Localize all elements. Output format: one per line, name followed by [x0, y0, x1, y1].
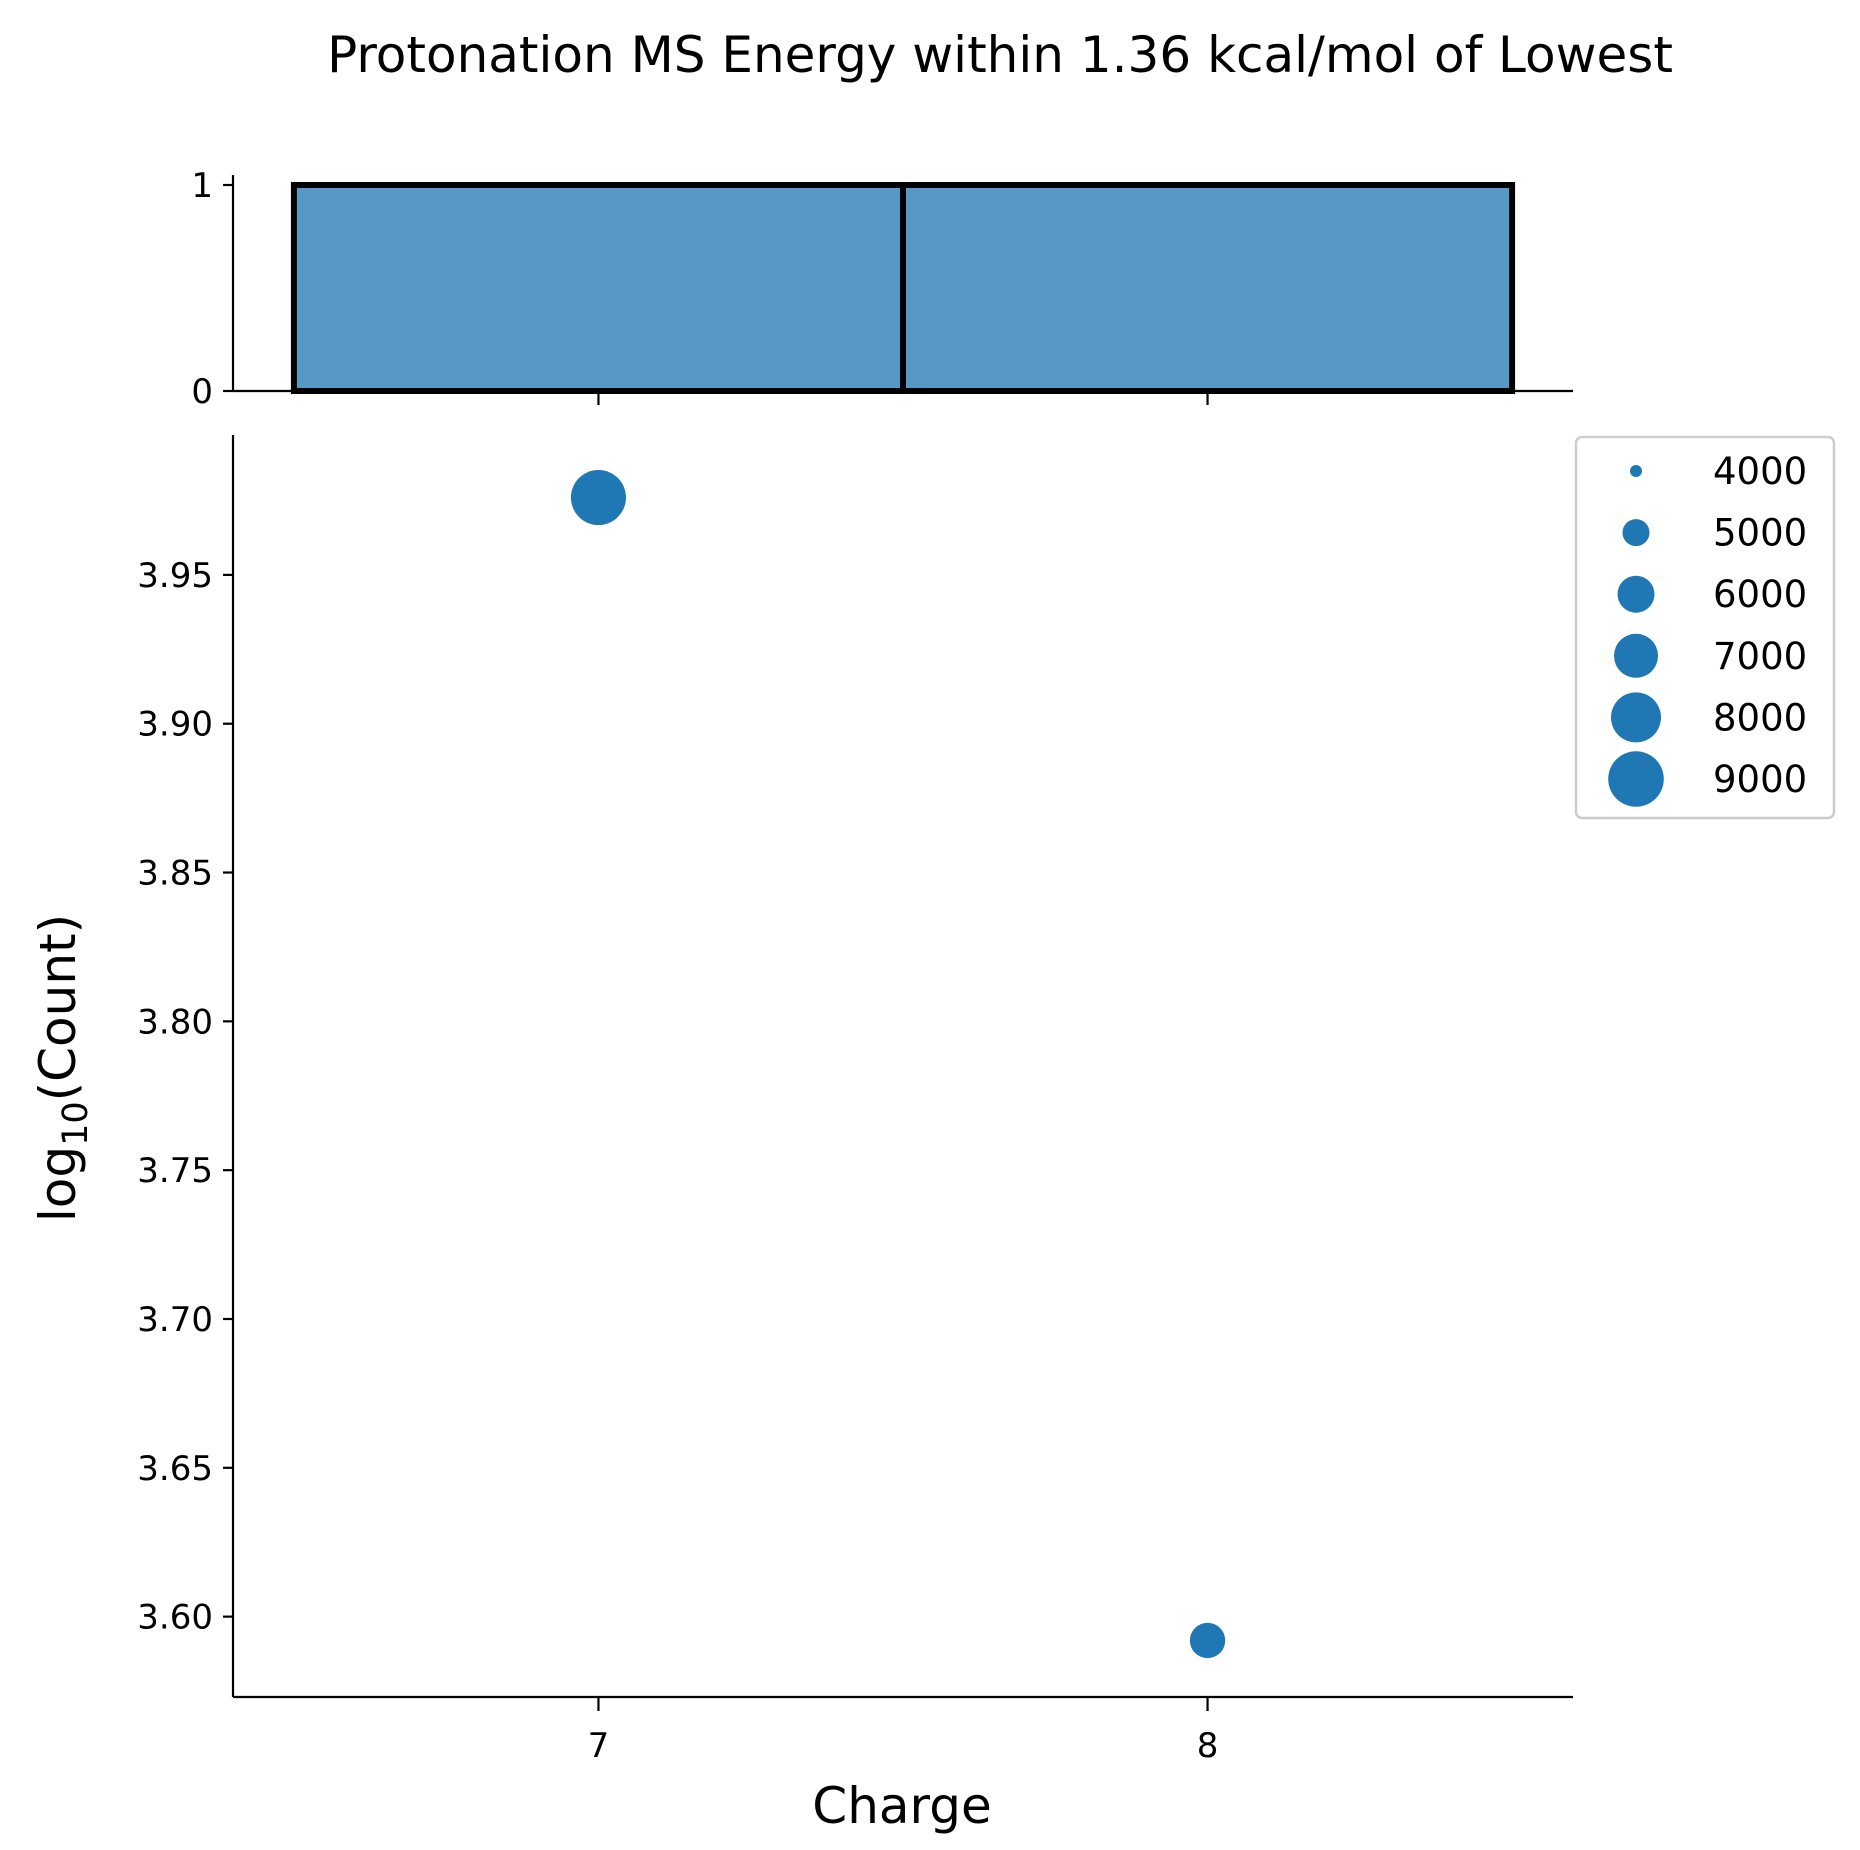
legend-label-7000: 7000: [1713, 635, 1807, 678]
y-tick-label: 3.80: [137, 1002, 213, 1042]
size-legend: 4000 5000 6000 7000 8000 9000: [1574, 435, 1836, 820]
legend-marker-7000: [1614, 633, 1658, 678]
x-axis-label: Charge: [812, 1777, 991, 1835]
legend-marker-5000: [1622, 519, 1650, 547]
scatter-point: [570, 469, 626, 526]
legend-marker-6000: [1617, 575, 1655, 613]
y-axis-label-subscript: 10: [56, 1101, 96, 1146]
marginal-histogram: 01: [191, 166, 1573, 412]
y-axis-label-base: log: [29, 1146, 87, 1222]
legend-label-9000: 9000: [1713, 758, 1807, 801]
x-tick-label: 7: [588, 1726, 610, 1766]
histogram-y-tick-label: 0: [191, 372, 213, 412]
legend-label-4000: 4000: [1713, 450, 1807, 493]
legend-marker-4000: [1630, 465, 1642, 477]
chart-title: Protonation MS Energy within 1.36 kcal/m…: [327, 26, 1673, 84]
legend-marker-9000: [1608, 751, 1664, 807]
scatter-plot: 3.60 3.65 3.70 3.75 3.80 3.85 3.90 3.95 7 8: [137, 435, 1573, 1766]
scatter-point: [1189, 1622, 1226, 1659]
y-tick-label: 3.85: [137, 854, 213, 894]
y-tick-label: 3.75: [137, 1151, 213, 1191]
y-tick-label: 3.60: [137, 1598, 213, 1638]
x-tick-label: 8: [1197, 1726, 1219, 1766]
histogram-bar-7: [290, 182, 906, 394]
y-tick-label: 3.90: [137, 705, 213, 745]
legend-label-5000: 5000: [1713, 512, 1807, 555]
legend-label-6000: 6000: [1713, 573, 1807, 616]
histogram-y-tick-label: 1: [191, 166, 213, 206]
legend-label-8000: 8000: [1713, 696, 1807, 739]
histogram-bar-8: [900, 182, 1516, 394]
legend-marker-8000: [1611, 692, 1661, 743]
y-axis-label: log10(Count): [29, 914, 96, 1222]
y-tick-label: 3.95: [137, 556, 213, 596]
y-axis-label-rest: (Count): [29, 914, 87, 1102]
y-tick-label: 3.70: [137, 1300, 213, 1340]
y-tick-label: 3.65: [137, 1449, 213, 1489]
